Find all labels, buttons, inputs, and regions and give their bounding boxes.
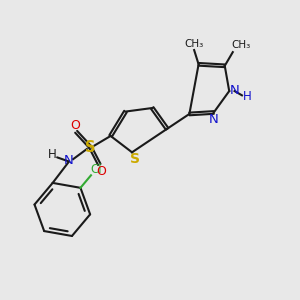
Text: H: H <box>48 148 56 161</box>
Text: O: O <box>70 119 80 132</box>
Text: N: N <box>209 113 219 126</box>
Text: O: O <box>96 164 106 178</box>
Text: N: N <box>64 154 74 166</box>
Text: CH₃: CH₃ <box>184 38 204 49</box>
Text: S: S <box>130 152 140 166</box>
Text: S: S <box>85 140 96 155</box>
Text: N: N <box>230 84 239 97</box>
Text: H: H <box>243 90 251 103</box>
Text: CH₃: CH₃ <box>232 40 251 50</box>
Text: Cl: Cl <box>90 163 102 176</box>
